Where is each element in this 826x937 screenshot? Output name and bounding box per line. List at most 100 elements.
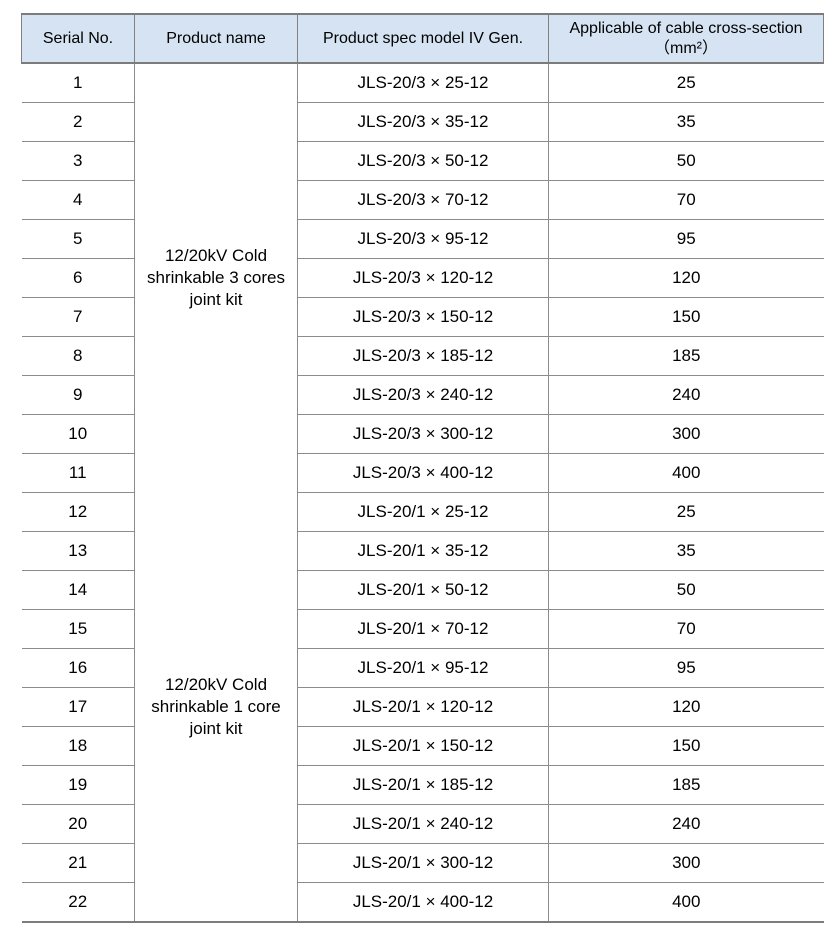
table-body: 1 12/20kV Cold shrinkable 3 cores joint k… <box>21 63 824 923</box>
cross-section-cell: 240 <box>548 375 824 415</box>
cross-section-cell: 300 <box>548 414 824 454</box>
serial-cell: 8 <box>21 336 135 376</box>
cross-section-cell: 150 <box>548 726 824 766</box>
model-cell: JLS-20/1 × 400-12 <box>297 882 549 923</box>
model-cell: JLS-20/1 × 95-12 <box>297 648 549 688</box>
model-cell: JLS-20/3 × 185-12 <box>297 336 549 376</box>
model-cell: JLS-20/1 × 35-12 <box>297 531 549 571</box>
product-name-cell: 12/20kV Cold shrinkable 1 core joint kit <box>134 492 298 923</box>
serial-cell: 4 <box>21 180 135 220</box>
model-cell: JLS-20/1 × 240-12 <box>297 804 549 844</box>
model-cell: JLS-20/3 × 25-12 <box>297 63 549 103</box>
header-cable-cross-section: Applicable of cable cross-section （mm²） <box>548 13 824 64</box>
serial-cell: 22 <box>21 882 135 923</box>
serial-cell: 5 <box>21 219 135 259</box>
serial-cell: 16 <box>21 648 135 688</box>
model-cell: JLS-20/3 × 70-12 <box>297 180 549 220</box>
table-row: 12 12/20kV Cold shrinkable 1 core joint k… <box>21 492 824 923</box>
model-cell: JLS-20/3 × 150-12 <box>297 297 549 337</box>
serial-cell: 12 <box>21 492 135 532</box>
table-row: 18 JLS-20/1 × 150-12 150 <box>21 726 824 766</box>
table-row: 15 JLS-20/1 × 70-12 70 <box>21 609 824 649</box>
cross-section-cell: 50 <box>548 570 824 610</box>
table-row: 5 JLS-20/3 × 95-12 95 <box>21 219 824 259</box>
table-row: 11 JLS-20/3 × 400-12 400 <box>21 453 824 493</box>
serial-cell: 6 <box>21 258 135 298</box>
serial-cell: 20 <box>21 804 135 844</box>
serial-cell: 18 <box>21 726 135 766</box>
model-cell: JLS-20/1 × 120-12 <box>297 687 549 727</box>
serial-cell: 1 <box>21 63 135 103</box>
cross-section-cell: 70 <box>548 180 824 220</box>
cross-section-cell: 25 <box>548 492 824 532</box>
model-cell: JLS-20/1 × 70-12 <box>297 609 549 649</box>
serial-cell: 17 <box>21 687 135 727</box>
model-cell: JLS-20/1 × 300-12 <box>297 843 549 883</box>
cross-section-cell: 70 <box>548 609 824 649</box>
model-cell: JLS-20/3 × 120-12 <box>297 258 549 298</box>
table-row: 20 JLS-20/1 × 240-12 240 <box>21 804 824 844</box>
header-serial-no: Serial No. <box>21 13 135 64</box>
model-cell: JLS-20/3 × 35-12 <box>297 102 549 142</box>
serial-cell: 11 <box>21 453 135 493</box>
cross-section-cell: 185 <box>548 336 824 376</box>
table-row: 21 JLS-20/1 × 300-12 300 <box>21 843 824 883</box>
header-cable-cross-section-line1: Applicable of cable cross-section <box>569 19 803 37</box>
table-row: 3 JLS-20/3 × 50-12 50 <box>21 141 824 181</box>
table-row: 10 JLS-20/3 × 300-12 300 <box>21 414 824 454</box>
serial-cell: 7 <box>21 297 135 337</box>
serial-cell: 14 <box>21 570 135 610</box>
serial-cell: 3 <box>21 141 135 181</box>
cross-section-cell: 35 <box>548 102 824 142</box>
model-cell: JLS-20/3 × 50-12 <box>297 141 549 181</box>
serial-cell: 13 <box>21 531 135 571</box>
table-row: 2 JLS-20/3 × 35-12 35 <box>21 102 824 142</box>
table-row: 17 JLS-20/1 × 120-12 120 <box>21 687 824 727</box>
model-cell: JLS-20/1 × 150-12 <box>297 726 549 766</box>
cross-section-cell: 35 <box>548 531 824 571</box>
serial-cell: 10 <box>21 414 135 454</box>
cross-section-cell: 25 <box>548 63 824 103</box>
model-cell: JLS-20/3 × 95-12 <box>297 219 549 259</box>
table-row: 6 JLS-20/3 × 120-12 120 <box>21 258 824 298</box>
table-row: 22 JLS-20/1 × 400-12 400 <box>21 882 824 923</box>
product-name-cell: 12/20kV Cold shrinkable 3 cores joint ki… <box>134 63 298 493</box>
table-row: 1 12/20kV Cold shrinkable 3 cores joint k… <box>21 63 824 493</box>
table-row: 19 JLS-20/1 × 185-12 185 <box>21 765 824 805</box>
serial-cell: 15 <box>21 609 135 649</box>
header-row: Serial No. Product name Product spec mod… <box>21 13 824 64</box>
cross-section-cell: 185 <box>548 765 824 805</box>
cross-section-cell: 240 <box>548 804 824 844</box>
cross-section-cell: 50 <box>548 141 824 181</box>
table-row: 4 JLS-20/3 × 70-12 70 <box>21 180 824 220</box>
table-header: Serial No. Product name Product spec mod… <box>21 13 824 64</box>
spec-table: Serial No. Product name Product spec mod… <box>21 13 824 923</box>
cross-section-cell: 300 <box>548 843 824 883</box>
table-row: 14 JLS-20/1 × 50-12 50 <box>21 570 824 610</box>
cross-section-cell: 120 <box>548 687 824 727</box>
model-cell: JLS-20/1 × 185-12 <box>297 765 549 805</box>
serial-cell: 21 <box>21 843 135 883</box>
table-row: 7 JLS-20/3 × 150-12 150 <box>21 297 824 337</box>
table-row: 13 JLS-20/1 × 35-12 35 <box>21 531 824 571</box>
cross-section-cell: 400 <box>548 453 824 493</box>
model-cell: JLS-20/3 × 300-12 <box>297 414 549 454</box>
cross-section-cell: 95 <box>548 648 824 688</box>
cross-section-cell: 120 <box>548 258 824 298</box>
serial-cell: 2 <box>21 102 135 142</box>
serial-cell: 9 <box>21 375 135 415</box>
model-cell: JLS-20/1 × 25-12 <box>297 492 549 532</box>
model-cell: JLS-20/1 × 50-12 <box>297 570 549 610</box>
header-product-name: Product name <box>134 13 298 64</box>
cross-section-cell: 400 <box>548 882 824 923</box>
table-row: 9 JLS-20/3 × 240-12 240 <box>21 375 824 415</box>
cross-section-cell: 150 <box>548 297 824 337</box>
header-product-spec: Product spec model IV Gen. <box>297 13 549 64</box>
serial-cell: 19 <box>21 765 135 805</box>
table-row: 16 JLS-20/1 × 95-12 95 <box>21 648 824 688</box>
model-cell: JLS-20/3 × 240-12 <box>297 375 549 415</box>
model-cell: JLS-20/3 × 400-12 <box>297 453 549 493</box>
header-cable-cross-section-unit: （mm²） <box>654 39 718 57</box>
cross-section-cell: 95 <box>548 219 824 259</box>
